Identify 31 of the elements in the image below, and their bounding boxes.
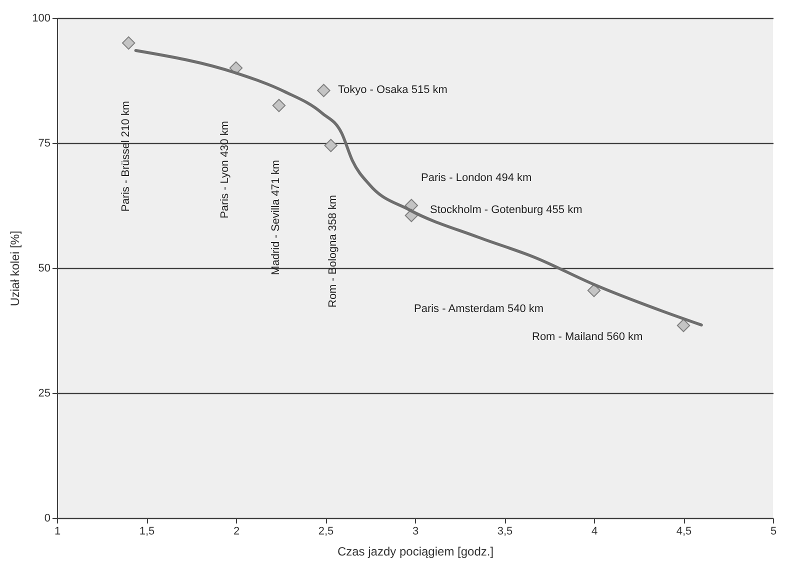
x-tick-label: 1	[54, 526, 61, 538]
y-tick-label: 75	[38, 138, 50, 150]
x-tick-label: 5	[770, 526, 777, 538]
annotation: Tokyo - Osaka 515 km	[338, 84, 448, 96]
annotation: Paris - Brüssel 210 km	[120, 101, 132, 212]
annotation: Paris - London 494 km	[421, 172, 532, 184]
point	[272, 98, 286, 112]
x-tick-label: 2,5	[318, 526, 334, 538]
point	[317, 84, 330, 98]
point	[676, 318, 690, 332]
y-axis-title: Uział kolei [%]	[8, 230, 22, 306]
point	[324, 138, 338, 152]
annotation: Paris - Lyon 430 km	[219, 121, 231, 218]
y-tick-label: 25	[38, 388, 50, 400]
y-tick-label: 50	[38, 262, 50, 274]
annotation: Rom - Mailand 560 km	[532, 331, 643, 343]
annotation: Stockholm - Gotenburg 455 km	[430, 204, 582, 216]
x-tick-label: 4	[591, 526, 598, 538]
y-tick-label: 100	[32, 12, 50, 24]
x-axis-title: Czas jazdy pociągiem [godz.]	[337, 544, 494, 558]
x-tick-label: 1,5	[139, 526, 155, 538]
x-tick-label: 4,5	[676, 526, 692, 538]
annotation: Paris - Amsterdam 540 km	[414, 303, 544, 315]
point	[587, 284, 601, 298]
x-tick-label: 3	[412, 526, 419, 538]
x-tick-label: 2	[233, 526, 240, 538]
x-tick-label: 3,5	[497, 526, 513, 538]
y-tick-label: 0	[44, 512, 50, 524]
annotation: Rom - Bologna 358 km	[327, 195, 339, 308]
point	[122, 36, 136, 50]
annotation: Madrid - Sevilla 471 km	[270, 160, 282, 275]
